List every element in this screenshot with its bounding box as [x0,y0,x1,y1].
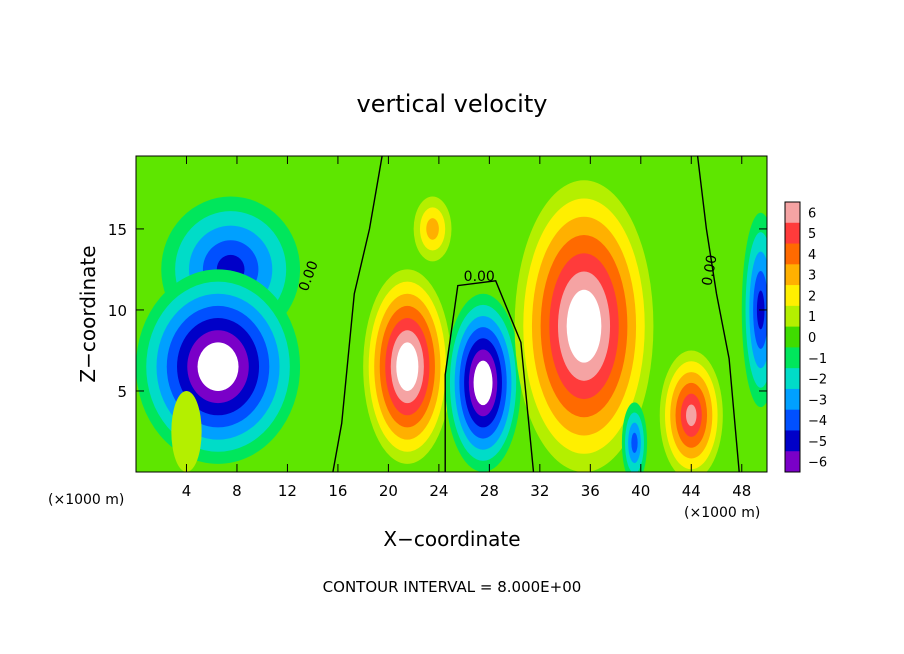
y-tick-label: 15 [108,221,127,239]
y-axis-label: Z−coordinate [76,245,100,382]
colorbar-label: −6 [808,456,827,471]
contour-interval-note: CONTOUR INTERVAL = 8.000E+00 [323,578,582,596]
colorbar-label: −3 [808,393,827,408]
colorbar-segment [785,264,800,286]
x-tick-label: 36 [581,482,600,500]
colorbar-segment [785,451,800,473]
colorbar-label: 0 [808,331,816,346]
x-tick-label: 28 [480,482,499,500]
zero-contours [332,156,740,472]
colorbar-segment [785,285,800,307]
colorbar-label: 5 [808,227,816,242]
colorbar-segment [785,202,800,224]
colorbar-segment [785,430,800,452]
x-tick-label: 48 [732,482,751,500]
colorbar-frame [784,201,801,473]
field-cell-0-level-8 [401,354,413,379]
colorbar-label: 6 [808,206,816,221]
colorbar-label: 4 [808,248,816,263]
field-cell-6-level-8 [207,354,229,379]
x-axis-label: X−coordinate [383,527,520,551]
colorbar-label: 2 [808,289,816,304]
x-tick-label: 4 [182,482,192,500]
y-axis-ticks: 5 10 15 [108,221,767,401]
x-unit-right: (×1000 m) [684,505,760,521]
x-tick-label: 12 [278,482,297,500]
colorbar-label: 3 [808,269,816,284]
velocity-field [136,180,767,472]
colorbar: 6 5 4 3 2 1 0 −1 −2 −3 −4 −5 −6 [784,201,827,473]
x-tick-label: 24 [429,482,448,500]
x-tick-label: 16 [328,482,347,500]
field-cell-8-level-4 [631,432,638,453]
x-tick-label: 8 [232,482,242,500]
x-tick-label: 32 [530,482,549,500]
zero-contour-0 [332,156,383,472]
y-tick-label: 10 [108,302,127,320]
x-tick-label: 20 [379,482,398,500]
colorbar-label: −1 [808,352,827,367]
x-unit-left: (×1000 m) [48,492,124,508]
x-tick-label: 44 [682,482,701,500]
field-cell-2-level-8 [575,307,593,345]
zero-contour-2 [696,156,740,472]
x-axis-ticks: 4 8 12 16 20 24 28 32 36 40 44 48 [182,156,751,500]
colorbar-segment [785,347,800,369]
x-tick-label: 40 [631,482,650,500]
contour-label-2: 0.00 [699,254,720,287]
colorbar-label: −5 [808,435,827,450]
field-cell-1-level-8 [478,371,488,395]
zero-contour-1 [444,280,535,472]
chart-title: vertical velocity [357,90,548,118]
colorbar-segment [785,222,800,245]
colorbar-segment [785,388,800,411]
colorbar-label: −2 [808,373,827,388]
y-tick-label: 5 [117,383,127,401]
colorbar-segment [785,243,800,265]
colorbar-label: −4 [808,414,827,429]
field-cell-3-level-6 [686,404,697,427]
colorbar-segment [785,326,800,348]
colorbar-segment [785,368,800,390]
field-cell-7-level-1 [171,390,202,472]
colorbar-segment [785,305,800,328]
plot-frame [135,155,768,473]
colorbar-label: 1 [808,310,816,325]
contour-label-1: 0.00 [464,269,495,285]
field-cell-4-level-3 [426,218,439,240]
colorbar-segment [785,409,800,431]
